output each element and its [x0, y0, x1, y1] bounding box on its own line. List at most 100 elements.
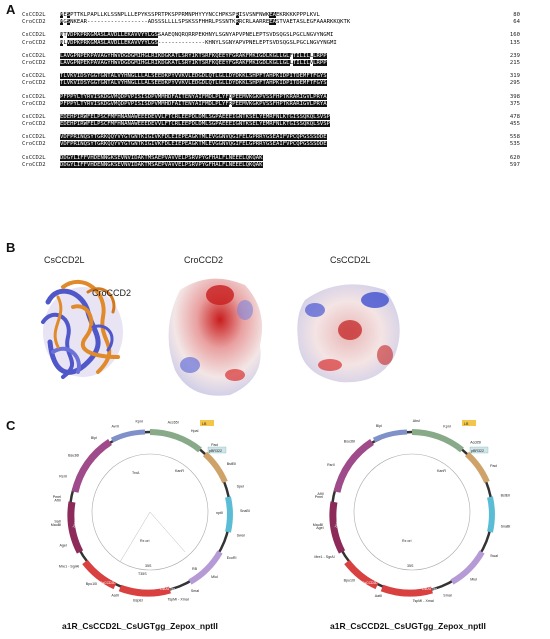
restriction-site-label: PmeI [53, 495, 61, 499]
surface-label-csccd2l: CsCCD2L [330, 255, 371, 265]
restriction-site-label: SwaI [490, 554, 498, 558]
residue-count: 558 [509, 134, 520, 141]
feature-label-lb-r: LB [464, 422, 469, 426]
restriction-site-label: PacI [211, 443, 218, 447]
alignment-row: CroCCD2 TLVKVIDSYGGTGNTALVYHNGLLLALSEEDKP… [22, 80, 542, 87]
sequence-residues: VDFPRINQSYTGRKQQYVYGTGNTKIGIVKFDLEIEPEAG… [60, 141, 327, 148]
alignment-block: CsCCD2L EDEHPIRWFELPSCFMFHNANAWEEEDEVVLFT… [22, 113, 542, 128]
sequence-name: CsCCD2L [22, 93, 46, 100]
residue-count: 455 [509, 121, 520, 128]
sequence-residues: PFPPYLTYRVISKDGVMQDPVPISISDPVMMHDFAITENY… [60, 93, 327, 100]
residue-count: 295 [509, 80, 520, 87]
restriction-site-label: BstEII [227, 462, 237, 466]
restriction-site-label: AbsI [413, 419, 420, 423]
sequence-residues: MESPTTKLPAPLLKLSSNPLLLEPYKSSPRTPKSPPRMNP… [60, 12, 320, 18]
sequence-name: CsCCD2L [22, 154, 46, 161]
restriction-site-label: SpeI [237, 485, 244, 489]
restriction-site-label: Acc65I [470, 440, 481, 444]
surface-label-croccd2: CroCCD2 [184, 255, 224, 265]
plasmid-map-left: 35S T35S Rx ori KanR TrxA LB pBR322 CsCC… [20, 402, 280, 617]
restriction-site-label: Acc65I [168, 421, 179, 425]
restriction-site-label: Bpu10I [86, 582, 97, 586]
restriction-site-label: AvrII [111, 425, 118, 429]
sequence-residues: TLVKVIDSYGGTGNTALVYHNGLLLALSEEDKPYVVKVLE… [60, 73, 327, 80]
feature-label-nptii: nptII [216, 511, 223, 515]
feature-label-35s: 35S [145, 564, 152, 568]
feature-label-pbr322-r: pBR322 [471, 449, 484, 453]
plasmid-title-left: a1R_CsCCD2L_CsUGTgg_Zepox_nptII [62, 621, 218, 631]
sequence-name: CroCCD2 [22, 80, 46, 87]
sequence-residues: DDGYLIFFVHDENNGKSEVNVIDAKTMSAEPVAVVELPSR… [60, 154, 263, 161]
restriction-site-label: RsrII [327, 463, 335, 467]
alignment-block: CsCCD2L MESPTTKLPAPLLKLSSNPLLLEPYKSSPRTPK… [22, 12, 542, 26]
restriction-site-label: AatII [111, 593, 118, 597]
plasmid-title-right: a1R_CsCCD2L_CsUGTgg_Zepox_nptII [330, 621, 486, 631]
sequence-residues: DDGYLIFFVHDENNGKSEVNVIDAKTMSAEPVAVVELPSR… [60, 161, 263, 168]
restriction-site-label: KpnI [443, 425, 450, 429]
sequence-name: CsCCD2L [22, 12, 46, 18]
restriction-site-label: Mre1 - SgrAI [314, 555, 334, 559]
restriction-site-label: MauBI [51, 523, 61, 527]
feature-label-t35s: T35S [138, 572, 147, 576]
overlay-label-csccd2l: CsCCD2L [44, 255, 85, 265]
sequence-name: CsCCD2L [22, 52, 46, 59]
restriction-site-label: SalI [54, 520, 60, 524]
sequence-residues: NLVDPKPRKGMASLAVDLLEKAVVYYLGS-----------… [60, 39, 337, 46]
feature-label-rb: RB [192, 567, 198, 571]
sequence-name: CsCCD2L [22, 73, 46, 80]
restriction-site-label: PacI [490, 464, 497, 468]
restriction-site-label: PmeI [315, 495, 323, 499]
restriction-site-label: AgeI [316, 526, 323, 530]
alignment-row: CroCCD2 LAVGPNPEKPAVAGYHWVDGDGMIHGLRIKDGK… [22, 59, 542, 67]
restriction-site-label: BstEII [501, 494, 511, 498]
sequence-residues: EDEHPIRWFELPSCFMFHNANAWEEEDEVVLFTCRLEEPD… [60, 113, 330, 120]
residue-count: 135 [509, 39, 520, 46]
sequence-residues: PFPPYLTYRVISKDGVMQDPVPISISDPVMMHDFAITENY… [60, 100, 327, 107]
alignment-block: CsCCD2L VDFPRINQSYTGRKQQYVYGTGNTKIGIVKFDL… [22, 134, 542, 148]
restriction-site-label: AatII [375, 594, 382, 598]
residue-count: 398 [509, 93, 520, 100]
alignment-row: CsCCD2L LAVGPNPEKPAVAGYHWVDGDGMIHGLRIKDGK… [22, 52, 542, 60]
residue-count: 80 [513, 12, 520, 18]
feature-label-35s-r: 35S [407, 564, 414, 568]
sequence-name: CroCCD2 [22, 161, 46, 168]
feature-label-zepox-r: Zepox [334, 518, 340, 528]
sequence-name: CroCCD2 [22, 121, 46, 128]
residue-count: 319 [509, 73, 520, 80]
residue-count: 535 [509, 141, 520, 148]
feature-label-pbr322: pBR322 [209, 449, 222, 453]
residue-count: 620 [509, 154, 520, 161]
surface-csccd2l [290, 270, 410, 390]
sequence-name: CroCCD2 [22, 100, 46, 107]
restriction-site-label: AflII [317, 492, 323, 496]
feature-label-rx-ori: Rx ori [140, 539, 150, 543]
residue-count: 160 [509, 32, 520, 39]
feature-label-csugtgg: CsUGTgg [160, 587, 175, 591]
alignment-row: CroCCD2 PFPPYLTYRVISKDGVMQDPVPISISDPVMMHD… [22, 100, 542, 108]
residue-count: 215 [509, 59, 520, 66]
alignment-row: CsCCD2L TLVKVIDSYGGTGNTALVYHNGLLLALSEEDKP… [22, 73, 542, 80]
feature-label-csugtgg-r: CsUGTgg [422, 587, 437, 591]
alignment-block: CsCCD2L PFPPYLTYRVISKDGVMQDPVPISISDPVMMHD… [22, 93, 542, 108]
restriction-site-label: Bsu36I [344, 439, 355, 443]
alignment-row: CroCCD2 VDFPRINQSYTGRKQQYVYGTGNTKIGIVKFDL… [22, 141, 542, 148]
plasmid-map-right: 35S Rx ori KanR LB pBR322 CsCCD2L CsUGTg… [282, 402, 542, 617]
restriction-site-label: Bpu10I [344, 579, 355, 583]
alignment-row: CsCCD2L PFPPYLTYRVISKDGVMQDPVPISISDPVMMHD… [22, 93, 542, 101]
alignment-row: CroCCD2 DDGYLIFFVHDENNGKSEVNVIDAKTMSAEPVA… [22, 161, 542, 169]
residue-count: 64 [513, 19, 520, 26]
alignment-block: CsCCD2L NTVDPKPRKGMASLAVDLLEKAVVYYLGSSAAE… [22, 32, 542, 46]
feature-label-kanr: KanR [175, 469, 184, 473]
sequence-name: CroCCD2 [22, 39, 46, 46]
sequence-residues: NTVDPKPRKGMASLAVDLLEKAVVYYLGSSAAEQNQRQRR… [60, 32, 334, 39]
sequence-name: CroCCD2 [22, 19, 46, 26]
alignment-row: CroCCD2 EDEHPIRWFELPSCFMFHNANAWEEEDEVVLFT… [22, 121, 542, 128]
residue-count: 239 [509, 52, 520, 59]
restriction-site-label: AgeI [59, 543, 66, 547]
restriction-site-label: Mre1 - SgrAI [59, 565, 79, 569]
restriction-site-label: MluI [211, 575, 218, 579]
restriction-site-label: SmaI [443, 593, 451, 597]
restriction-site-label: BlpI [376, 424, 382, 428]
sequence-name: CroCCD2 [22, 141, 46, 148]
restriction-site-label: Bsu36I [68, 453, 79, 457]
